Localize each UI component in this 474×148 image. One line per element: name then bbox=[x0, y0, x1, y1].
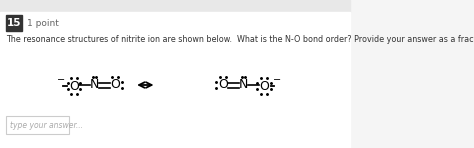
Text: 15: 15 bbox=[7, 18, 21, 28]
Text: type your answer...: type your answer... bbox=[9, 120, 82, 130]
Text: O: O bbox=[69, 79, 79, 92]
Text: N: N bbox=[239, 78, 248, 91]
Text: The resonance structures of nitrite ion are shown below.  What is the N-O bond o: The resonance structures of nitrite ion … bbox=[6, 35, 474, 44]
Text: −: − bbox=[57, 75, 65, 85]
Bar bbox=[6, 15, 22, 31]
Text: −: − bbox=[273, 75, 281, 85]
Bar bbox=[6, 116, 69, 134]
Text: O: O bbox=[110, 78, 120, 91]
Bar bbox=[0, 0, 350, 12]
Text: N: N bbox=[90, 78, 99, 91]
Text: 1 point: 1 point bbox=[27, 18, 58, 28]
Text: O: O bbox=[259, 79, 269, 92]
Text: O: O bbox=[218, 78, 228, 91]
